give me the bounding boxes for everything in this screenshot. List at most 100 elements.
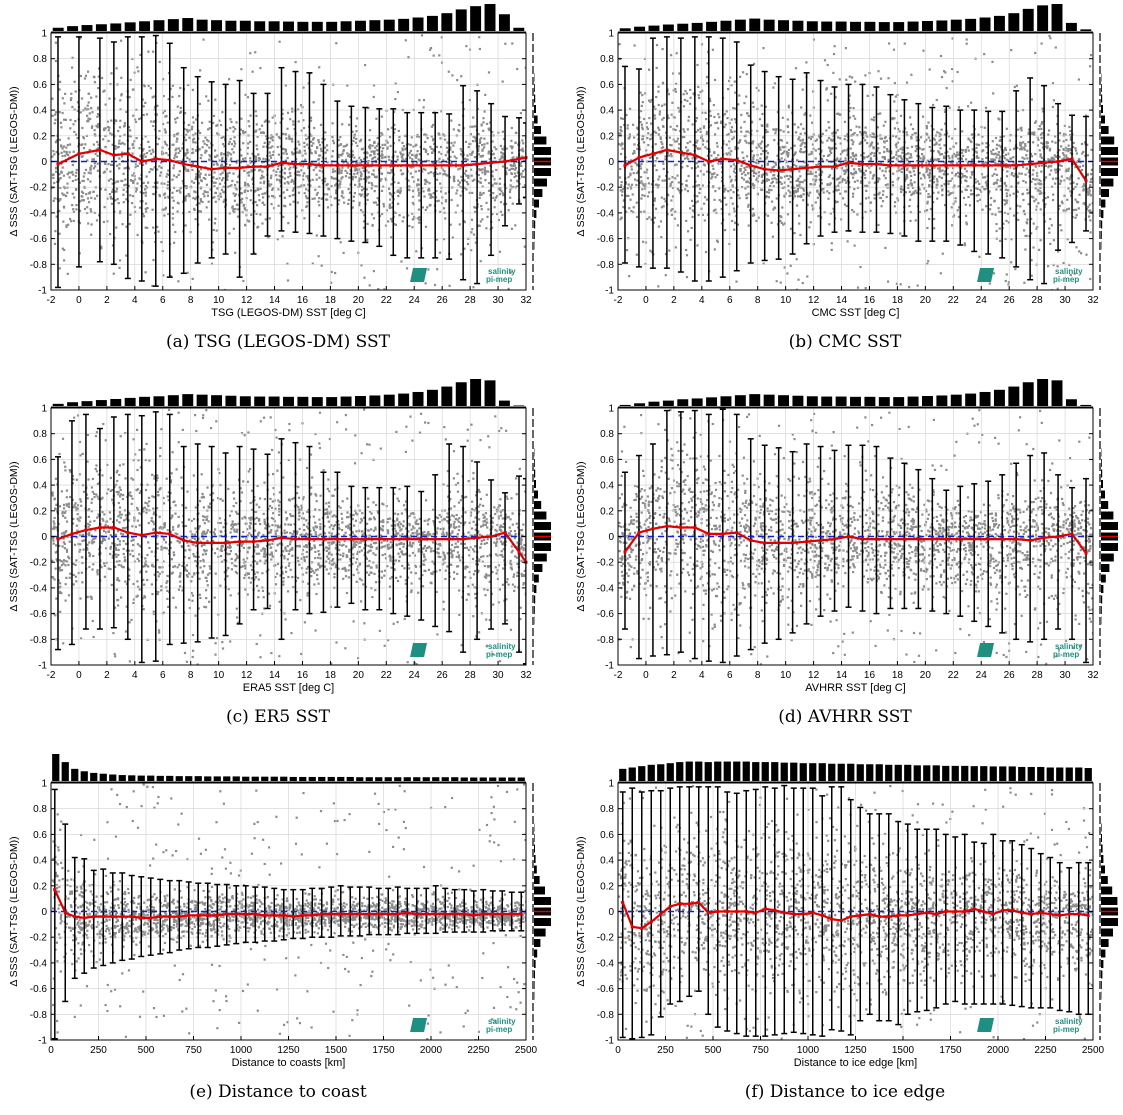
median-point: [177, 915, 181, 919]
x-tick-label: 26: [437, 295, 449, 306]
median-point: [120, 915, 124, 919]
median-point: [906, 913, 910, 917]
median-point: [301, 913, 305, 917]
hist-bar: [875, 764, 883, 781]
hist-bar: [691, 398, 703, 406]
hist-bar: [780, 762, 788, 781]
hist-bar: [194, 776, 202, 781]
y-tick-label: 0: [608, 532, 614, 543]
hist-bar: [714, 761, 722, 781]
hist-bar: [99, 773, 107, 781]
median-point: [972, 907, 976, 911]
hist-bar: [498, 14, 510, 31]
median-point: [697, 901, 701, 905]
ticks: [617, 32, 1094, 291]
x-tick-label: 32: [1087, 670, 1099, 681]
hist-bar: [455, 9, 467, 31]
median-point: [196, 165, 200, 169]
median-point: [819, 165, 823, 169]
y-tick-label: 1: [41, 29, 47, 40]
hist-bar: [90, 772, 98, 781]
x-tick-label: 30: [1059, 670, 1071, 681]
median-point: [763, 167, 767, 171]
y-tick-label: -0.2: [597, 558, 615, 569]
error-bars: [621, 408, 1090, 664]
median-point: [335, 163, 339, 167]
hist-bar: [1101, 189, 1109, 197]
hist-bar: [1101, 949, 1106, 958]
hist-bar: [1101, 105, 1103, 113]
y-tick-label: -0.4: [30, 583, 48, 594]
hist-bar: [403, 777, 411, 781]
x-tick-label: 4: [132, 295, 138, 306]
hist-bar: [1101, 94, 1103, 103]
hist-bar: [318, 776, 326, 781]
hist-bar: [534, 970, 535, 979]
hist-bar: [355, 396, 366, 406]
median-line: [624, 525, 1087, 554]
hist-bar: [1101, 855, 1104, 863]
median-point: [986, 163, 990, 167]
x-tick-label: 26: [1004, 670, 1016, 681]
hist-bar: [893, 22, 905, 31]
x-tick-label: 8: [755, 295, 761, 306]
median-point: [70, 532, 74, 536]
median-point: [930, 163, 934, 167]
chart-panel-d: -1 -0.8 -0.6 -0.4 -0.2 0 0.2 0.4 0.6 0.8 1 -2 0 2 4 6 8 1…: [572, 375, 1118, 737]
median-point: [1020, 911, 1024, 915]
hist-bar: [384, 777, 392, 781]
hist-bar: [124, 397, 136, 406]
hist-bar: [223, 776, 231, 781]
median-point: [888, 163, 892, 167]
hist-bar: [1101, 115, 1105, 124]
x-tick-label: -2: [47, 295, 56, 306]
hist-bar: [1018, 766, 1026, 781]
median-point: [98, 526, 102, 530]
y-tick-label: -0.8: [30, 1010, 48, 1021]
hist-bar: [749, 394, 761, 406]
y-axis-label: Δ SSS (SAT-TSG (LEGOS-DM)): [8, 461, 20, 611]
y-tick-label: -0.4: [597, 208, 615, 219]
median-point: [349, 537, 353, 541]
x-tick-label: 10: [780, 295, 792, 306]
x-tick-label: 10: [213, 670, 225, 681]
median-point: [958, 537, 962, 541]
median-point: [782, 911, 786, 915]
median-point: [649, 920, 653, 924]
hist-bar: [989, 766, 997, 781]
hist-bar: [778, 395, 789, 406]
hist-bar: [1037, 379, 1049, 406]
hist-bar: [965, 393, 977, 406]
median-point: [377, 537, 381, 541]
y-tick-label: -1: [605, 286, 614, 297]
y-axis-label: Δ SSS (SAT-TSG (LEGOS-DM)): [575, 86, 587, 236]
x-tick-label: 14: [836, 295, 848, 306]
hist-bar: [311, 21, 323, 31]
hist-bar: [182, 18, 194, 31]
hist-bar: [470, 379, 482, 406]
hist-bar: [211, 20, 222, 31]
hist-bar: [67, 402, 79, 406]
hist-bar: [153, 396, 165, 406]
hist-bar: [1080, 29, 1092, 31]
hist-bar: [1101, 136, 1115, 145]
hist-bar: [723, 761, 731, 781]
y-tick-label: -0.8: [30, 260, 48, 271]
hist-bar: [1008, 386, 1020, 406]
median-point: [321, 537, 325, 541]
hist-bar: [1101, 981, 1102, 989]
ticks: [50, 782, 527, 1041]
x-tick-label: 30: [492, 295, 504, 306]
hist-bar: [993, 15, 1005, 31]
x-tick-label: -2: [47, 670, 56, 681]
hist-bar: [369, 395, 381, 406]
median-point: [679, 151, 683, 155]
hist-bar: [922, 396, 933, 406]
logo-text: pi-mep: [1053, 275, 1079, 284]
x-tick-label: 2250: [1034, 1045, 1057, 1056]
hist-bar: [139, 21, 151, 31]
median-point: [749, 163, 753, 167]
median-point: [434, 912, 438, 916]
